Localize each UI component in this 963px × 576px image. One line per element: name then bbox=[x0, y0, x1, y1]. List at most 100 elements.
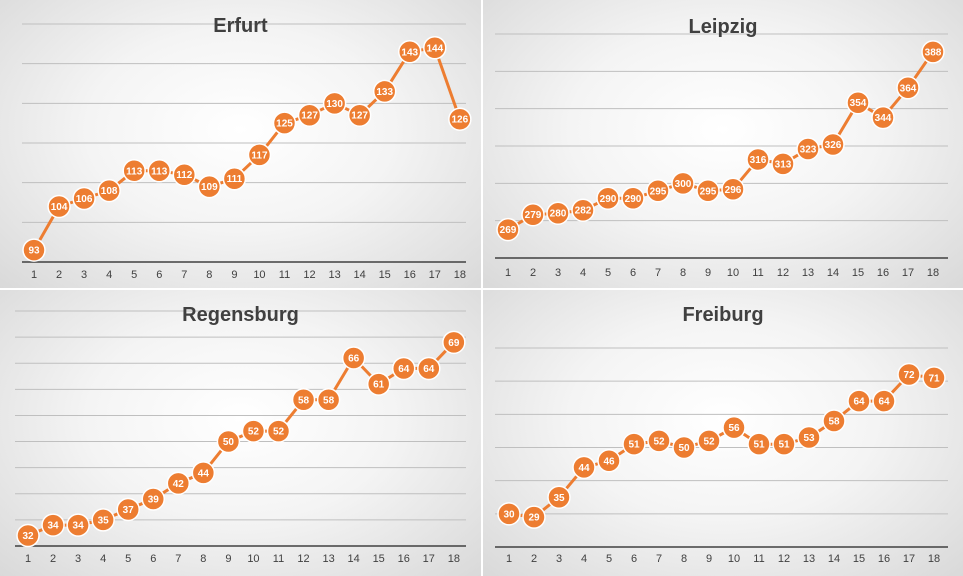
data-label: 316 bbox=[750, 155, 767, 166]
x-tick-label: 1 bbox=[505, 267, 511, 279]
data-point bbox=[347, 103, 372, 127]
data-label: 58 bbox=[323, 395, 335, 406]
data-point bbox=[797, 425, 821, 450]
x-tick-label: 13 bbox=[322, 553, 334, 565]
data-point bbox=[417, 356, 441, 381]
data-point bbox=[597, 449, 621, 473]
data-label: 93 bbox=[28, 246, 40, 257]
data-point bbox=[442, 330, 466, 355]
data-label: 51 bbox=[753, 440, 765, 451]
x-tick-label: 13 bbox=[803, 553, 815, 565]
data-label: 269 bbox=[500, 225, 517, 236]
data-label: 344 bbox=[875, 113, 892, 124]
data-point bbox=[47, 194, 71, 219]
data-point bbox=[646, 179, 670, 203]
data-label: 51 bbox=[778, 440, 790, 451]
x-tick-label: 2 bbox=[531, 553, 537, 565]
data-label: 39 bbox=[148, 495, 160, 506]
x-tick-label: 6 bbox=[631, 553, 637, 565]
x-tick-label: 5 bbox=[131, 269, 137, 281]
data-point bbox=[122, 159, 146, 183]
x-tick-label: 11 bbox=[752, 267, 763, 279]
chart-title: Freiburg bbox=[682, 304, 763, 326]
data-label: 290 bbox=[625, 194, 642, 205]
x-tick-label: 3 bbox=[556, 553, 562, 565]
x-tick-label: 8 bbox=[206, 269, 212, 281]
data-label: 44 bbox=[198, 468, 210, 479]
data-point bbox=[448, 107, 472, 131]
data-point bbox=[822, 409, 846, 433]
x-tick-label: 17 bbox=[423, 553, 435, 565]
data-point bbox=[672, 435, 696, 460]
data-point bbox=[297, 103, 322, 127]
data-label: 34 bbox=[47, 521, 59, 532]
data-point bbox=[316, 388, 341, 412]
data-point bbox=[596, 186, 620, 211]
data-label: 56 bbox=[728, 423, 740, 434]
x-tick-label: 18 bbox=[454, 269, 466, 281]
data-point bbox=[722, 415, 746, 440]
x-tick-label: 8 bbox=[681, 553, 687, 565]
data-point bbox=[771, 152, 795, 176]
data-label: 29 bbox=[528, 513, 540, 524]
data-point bbox=[796, 137, 820, 161]
x-tick-label: 2 bbox=[50, 553, 56, 565]
x-tick-label: 14 bbox=[828, 553, 840, 565]
chart-panel-leipzig: Leipzig 1 2 3 4 5 6 7 8 9 10 11 12 13 14 15 16 17 18 269 279… bbox=[483, 0, 963, 288]
data-point bbox=[747, 432, 771, 456]
data-point bbox=[291, 388, 316, 412]
x-tick-label: 14 bbox=[348, 553, 360, 565]
data-label: 30 bbox=[503, 509, 515, 520]
data-label: 113 bbox=[151, 166, 168, 177]
data-point bbox=[671, 171, 695, 196]
data-point bbox=[72, 186, 96, 211]
data-label: 130 bbox=[326, 99, 343, 110]
data-label: 388 bbox=[925, 47, 942, 58]
data-point bbox=[322, 91, 347, 116]
data-label: 109 bbox=[201, 182, 218, 193]
x-tick-label: 11 bbox=[279, 269, 290, 281]
x-tick-label: 16 bbox=[878, 553, 890, 565]
data-label: 51 bbox=[628, 440, 640, 451]
data-label: 364 bbox=[900, 83, 917, 94]
chart-panel-regensburg: Regensburg 1 2 3 4 5 6 7 8 9 10 11 12 13 14 15 16 17 18 32 3… bbox=[0, 290, 481, 576]
data-label: 144 bbox=[426, 43, 443, 54]
data-label: 126 bbox=[452, 115, 469, 126]
series-line bbox=[508, 373, 935, 519]
data-label: 34 bbox=[73, 521, 85, 532]
data-point bbox=[621, 186, 645, 211]
data-label: 143 bbox=[401, 47, 418, 58]
x-tick-label: 17 bbox=[903, 553, 915, 565]
x-tick-label: 18 bbox=[928, 553, 940, 565]
x-tick-label: 13 bbox=[802, 267, 814, 279]
x-tick-label: 12 bbox=[303, 269, 315, 281]
data-label: 32 bbox=[22, 531, 34, 542]
data-point bbox=[772, 432, 796, 456]
data-label: 282 bbox=[575, 206, 592, 217]
x-tick-label: 3 bbox=[81, 269, 87, 281]
x-tick-label: 3 bbox=[555, 267, 561, 279]
data-label: 133 bbox=[376, 87, 393, 98]
data-point bbox=[22, 238, 46, 262]
data-label: 127 bbox=[351, 111, 368, 122]
data-point bbox=[847, 389, 871, 413]
data-label: 44 bbox=[578, 463, 590, 474]
chart-title: Leipzig bbox=[689, 16, 758, 38]
data-label: 46 bbox=[603, 456, 615, 467]
data-label: 58 bbox=[828, 416, 840, 427]
data-label: 290 bbox=[600, 194, 617, 205]
data-label: 296 bbox=[725, 185, 742, 196]
x-tick-label: 7 bbox=[175, 553, 181, 565]
data-point bbox=[897, 362, 921, 387]
x-tick-label: 10 bbox=[728, 553, 740, 565]
data-label: 52 bbox=[248, 427, 260, 438]
x-tick-label: 4 bbox=[581, 553, 587, 565]
data-label: 279 bbox=[525, 210, 542, 221]
data-point bbox=[392, 356, 416, 381]
data-point bbox=[921, 40, 945, 64]
x-tick-label: 16 bbox=[404, 269, 416, 281]
chart-title: Regensburg bbox=[182, 304, 299, 326]
x-tick-label: 11 bbox=[273, 553, 284, 565]
data-label: 111 bbox=[227, 174, 243, 185]
